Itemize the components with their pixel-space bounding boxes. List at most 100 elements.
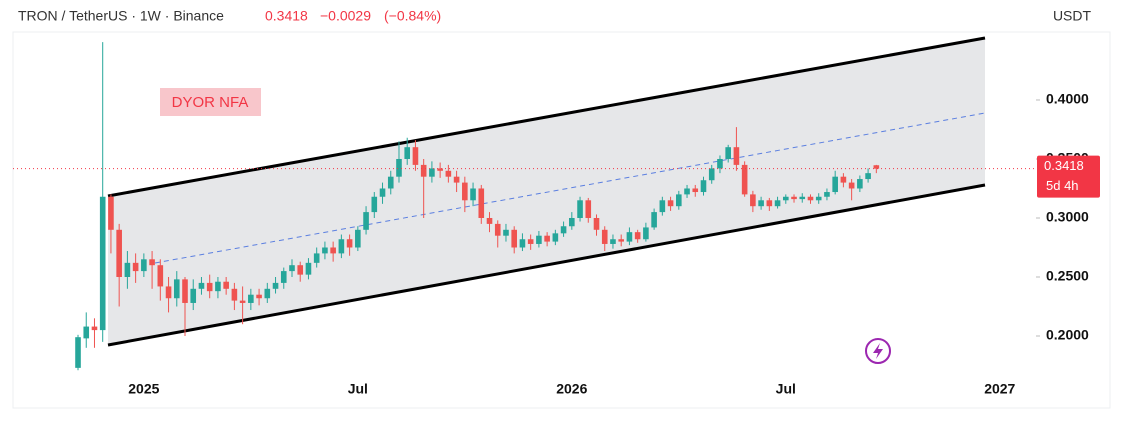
candle-body: [840, 176, 847, 183]
candle-body: [708, 168, 715, 181]
channel-fill: [108, 38, 985, 345]
candle-body: [577, 200, 583, 218]
candle-body: [782, 196, 789, 201]
candle-body: [824, 192, 830, 197]
change: −0.0029: [320, 8, 371, 24]
candle-body: [132, 262, 139, 272]
candle-body: [585, 200, 592, 218]
x-tick-label: Jul: [348, 381, 368, 397]
candle-body: [865, 173, 871, 180]
candle-body: [396, 158, 402, 177]
candle-body: [684, 188, 690, 195]
candle-body: [313, 253, 320, 263]
candle-body: [190, 288, 197, 303]
candle-body: [626, 232, 633, 242]
candle-body: [741, 164, 748, 195]
candle-body: [355, 229, 361, 248]
candle-body: [198, 282, 205, 289]
candle-body: [593, 217, 600, 230]
candle-body: [429, 168, 435, 177]
candle-body: [280, 271, 287, 283]
candle-body: [445, 170, 452, 177]
x-tick-label: 2026: [556, 381, 587, 397]
candle-body: [717, 158, 723, 169]
candle-body: [643, 227, 649, 240]
y-tick-label: 0.3000: [1046, 209, 1089, 225]
candle-body: [248, 294, 254, 303]
candle-body: [791, 196, 797, 200]
candle-body: [116, 229, 122, 277]
candle-body: [165, 286, 172, 299]
candle-body: [815, 196, 822, 201]
candle-body: [330, 247, 336, 254]
candle-body: [618, 239, 624, 242]
candle-body: [272, 282, 279, 289]
channel-lower: [107, 183, 986, 347]
candle-body: [157, 265, 164, 287]
channel-upper: [107, 36, 986, 198]
candle-body: [289, 265, 295, 272]
candle-body: [503, 229, 509, 236]
candle-body: [322, 247, 328, 254]
candle-body: [91, 326, 98, 331]
candle-body: [659, 200, 666, 213]
candle-body: [799, 196, 806, 200]
plot: [75, 42, 880, 371]
candle-body: [75, 337, 81, 368]
candle-body: [108, 196, 114, 230]
candle-body: [297, 265, 304, 275]
y-tick-label: 0.4000: [1046, 91, 1089, 107]
candle-body: [453, 176, 460, 183]
candle-body: [758, 200, 764, 207]
y-tick-label: 0.2000: [1046, 327, 1089, 343]
candle-body: [371, 196, 378, 213]
candle-body: [486, 217, 493, 224]
candle-body: [231, 288, 238, 301]
chart-frame: [12, 31, 1111, 409]
candle-body: [124, 262, 131, 277]
candle-body: [725, 147, 731, 159]
candle-body: [601, 229, 608, 244]
candle-body: [223, 281, 229, 289]
symbol: TRON / TetherUS · 1W · Binance: [18, 8, 224, 24]
candle-body: [363, 212, 369, 230]
candle-body: [346, 239, 353, 248]
candle-body: [634, 232, 641, 240]
candle-body: [437, 168, 443, 171]
candle-body: [149, 259, 155, 266]
unit-label: USDT: [1053, 8, 1092, 24]
candle-body: [832, 176, 838, 193]
candle-body: [676, 194, 682, 207]
price-tag-value: 0.3418: [1044, 158, 1084, 173]
candle-body: [420, 164, 427, 177]
candle-body: [733, 147, 740, 165]
candle-body: [667, 200, 674, 207]
candle-body: [173, 279, 180, 299]
candle-body: [206, 282, 213, 292]
annotation: DYOR NFA: [172, 94, 249, 111]
candle-body: [462, 182, 468, 201]
candle-body: [651, 212, 657, 228]
channel-midline: [154, 112, 986, 264]
candle-body: [519, 239, 526, 248]
candle-body: [338, 239, 345, 254]
candle-body: [215, 281, 221, 292]
candle-body: [239, 300, 246, 303]
candle-body: [750, 194, 756, 207]
candle-body: [807, 196, 814, 201]
price-tag: [1037, 155, 1100, 198]
lightning-icon[interactable]: [865, 338, 891, 364]
candle-body: [412, 147, 419, 165]
annotation-box: [160, 88, 261, 116]
candle-body: [141, 259, 147, 272]
candle-body: [544, 235, 550, 242]
candle-body: [857, 179, 863, 189]
candle-body: [766, 200, 773, 207]
candle-body: [700, 180, 707, 193]
change-pct: (−0.84%): [384, 8, 441, 24]
candle-body: [848, 182, 855, 189]
candle-body: [536, 235, 542, 244]
candle-body: [774, 200, 781, 207]
candle-body: [873, 165, 880, 169]
